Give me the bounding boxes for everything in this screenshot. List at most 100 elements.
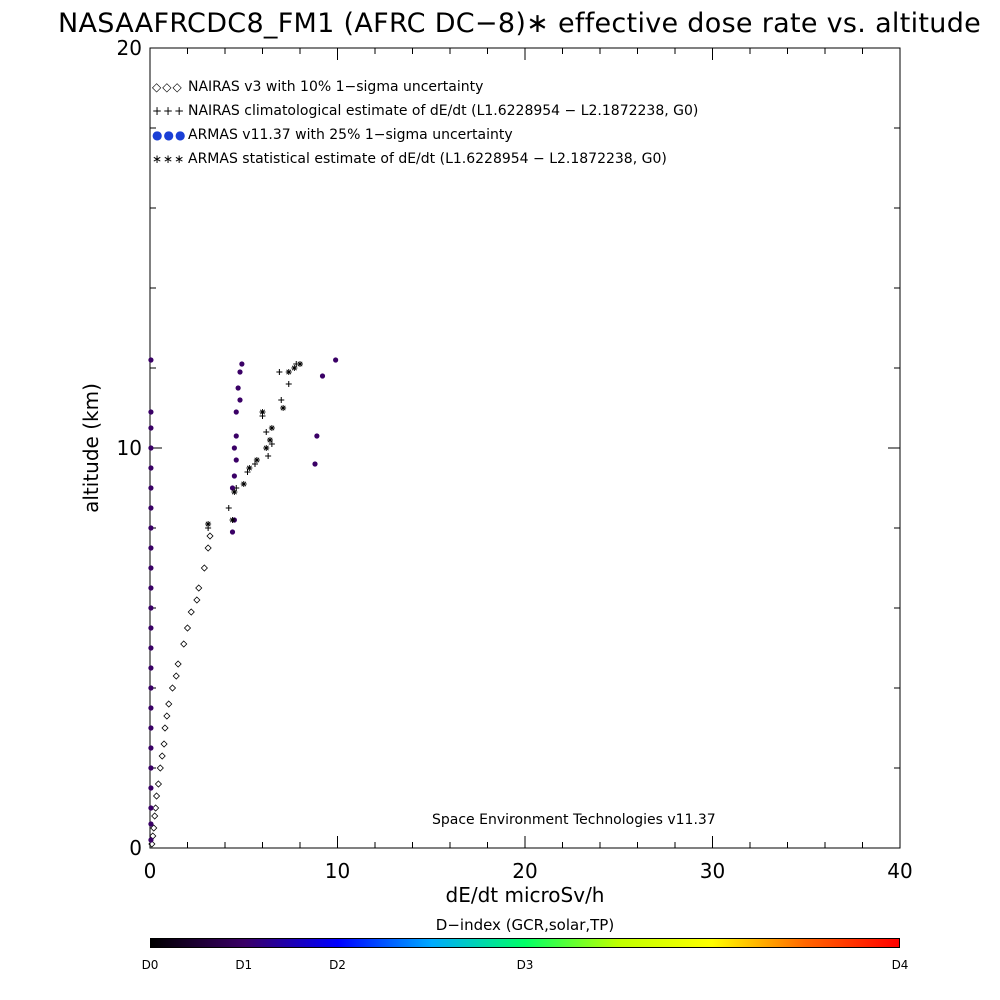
- legend-diamond-marker: ◇◇◇: [152, 80, 183, 94]
- nairas-v3-point: [193, 596, 201, 604]
- legend: ◇◇◇ NAIRAS v3 with 10% 1−sigma uncertain…: [152, 75, 852, 171]
- colorbar-label: D0: [141, 958, 159, 972]
- x-tick-label: 40: [887, 859, 912, 883]
- legend-asterisk-marker: ∗∗∗: [152, 152, 186, 166]
- armas-point: [148, 745, 154, 751]
- nairas-v3-point: [195, 584, 203, 592]
- colorbar-label: D4: [891, 958, 909, 972]
- armas-point: [233, 433, 239, 439]
- armas-point: [148, 485, 154, 491]
- nairas-v3-point: [152, 792, 161, 800]
- nairas-climatological-point: [263, 429, 270, 435]
- nairas-v3-point: [172, 672, 180, 680]
- legend-item-nairas-climatological: +++ NAIRAS climatological estimate of dE…: [152, 99, 852, 123]
- armas-point: [148, 445, 154, 451]
- armas-statistical-point: [285, 369, 292, 375]
- legend-circle-marker: ●●●: [152, 128, 187, 142]
- armas-point: [233, 409, 239, 415]
- armas-point: [229, 529, 236, 535]
- nairas-v3-point: [168, 684, 177, 692]
- colorbar-label: D2: [329, 958, 346, 972]
- armas-point: [233, 457, 239, 463]
- nairas-v3-point: [152, 804, 160, 812]
- nairas-v3-point: [200, 564, 208, 572]
- armas-point: [148, 625, 154, 631]
- armas-point: [314, 433, 320, 439]
- armas-point: [148, 605, 154, 611]
- armas-point: [148, 525, 154, 531]
- armas-statistical-point: [297, 361, 303, 367]
- y-tick-label: 0: [129, 836, 142, 860]
- colorbar-label: D1: [235, 958, 253, 972]
- armas-point: [239, 361, 245, 367]
- chart-title: NASAAFRCDC8_FM1 (AFRC DC−8)∗ effective d…: [58, 8, 982, 39]
- armas-statistical-point: [259, 409, 266, 415]
- nairas-v3-point: [163, 712, 171, 720]
- y-tick-label: 10: [117, 436, 142, 460]
- nairas-v3-point: [148, 840, 156, 848]
- armas-point: [148, 565, 154, 571]
- armas-point: [148, 505, 154, 511]
- armas-statistical-point: [240, 481, 247, 487]
- armas-point: [148, 545, 154, 551]
- armas-point: [231, 445, 237, 451]
- armas-point: [148, 837, 154, 843]
- nairas-climatological-point: [225, 505, 232, 511]
- nairas-v3-point: [150, 824, 158, 832]
- armas-statistical-point: [253, 457, 260, 463]
- legend-item-nairas-v3: ◇◇◇ NAIRAS v3 with 10% 1−sigma uncertain…: [152, 75, 852, 99]
- armas-point: [148, 665, 154, 671]
- legend-plus-marker: +++: [152, 104, 186, 118]
- nairas-climatological-point: [276, 369, 283, 375]
- x-tick-label: 0: [144, 859, 157, 883]
- nairas-v3-point: [204, 544, 212, 552]
- armas-point: [148, 585, 154, 591]
- colorbar-title: D−index (GCR,solar,TP): [435, 916, 615, 934]
- nairas-v3-point: [180, 640, 188, 648]
- legend-item-armas: ●●● ARMAS v11.37 with 25% 1−sigma uncert…: [152, 123, 852, 147]
- x-tick-label: 10: [325, 859, 350, 883]
- armas-point: [148, 805, 154, 811]
- armas-point: [229, 485, 236, 491]
- nairas-v3-point: [151, 812, 159, 820]
- armas-point: [148, 785, 154, 791]
- armas-point: [148, 645, 154, 651]
- armas-point: [237, 397, 243, 403]
- armas-statistical-point: [267, 437, 273, 443]
- nairas-v3-point: [154, 780, 163, 788]
- armas-point: [148, 425, 154, 431]
- nairas-v3-point: [187, 608, 195, 616]
- armas-point: [237, 369, 243, 375]
- armas-statistical-point: [231, 489, 238, 495]
- armas-point: [148, 465, 154, 471]
- y-tick-label: 20: [117, 36, 142, 60]
- nairas-v3-point: [165, 700, 173, 708]
- armas-statistical-point: [263, 445, 270, 451]
- nairas-climatological-point: [265, 453, 272, 459]
- colorbar: [150, 938, 900, 948]
- x-tick-label: 20: [512, 859, 537, 883]
- armas-statistical-point: [291, 365, 298, 371]
- y-axis-label: altitude (km): [79, 383, 103, 513]
- nairas-v3-point: [161, 724, 169, 732]
- nairas-climatological-point: [278, 397, 285, 403]
- armas-point: [148, 357, 154, 363]
- nairas-climatological-point: [285, 381, 292, 387]
- armas-point: [148, 409, 154, 415]
- nairas-v3-point: [158, 752, 166, 760]
- armas-point: [319, 373, 326, 379]
- armas-point: [148, 685, 154, 691]
- armas-point: [148, 821, 154, 827]
- armas-point: [148, 765, 154, 771]
- armas-point: [148, 725, 154, 731]
- armas-point: [312, 461, 318, 467]
- legend-label: NAIRAS climatological estimate of dE/dt …: [188, 103, 699, 119]
- armas-point: [333, 357, 339, 363]
- armas-statistical-point: [205, 521, 212, 527]
- nairas-v3-point: [174, 660, 182, 668]
- armas-statistical-point: [229, 517, 236, 523]
- armas-statistical-point: [246, 465, 253, 471]
- colorbar-label: D3: [516, 958, 534, 972]
- armas-statistical-point: [280, 405, 287, 411]
